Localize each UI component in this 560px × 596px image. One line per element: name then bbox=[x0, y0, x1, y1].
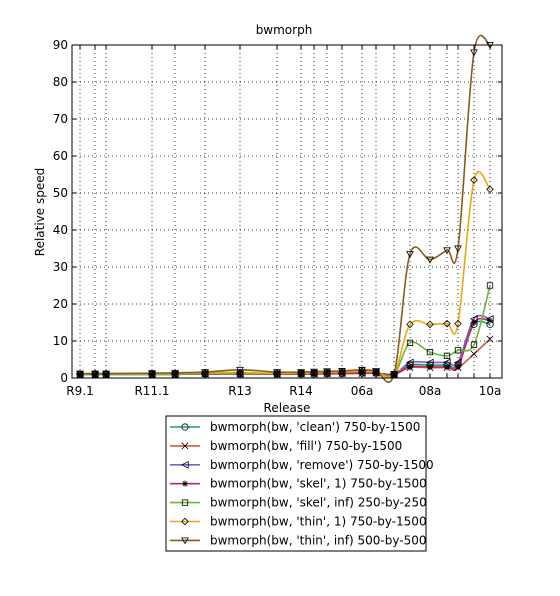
x-tick-label: R9.1 bbox=[66, 384, 93, 398]
y-tick-label: 20 bbox=[53, 297, 68, 311]
legend-label: bwmorph(bw, 'thin', 1) 750-by-1500 bbox=[210, 515, 427, 529]
legend-marker bbox=[181, 517, 189, 526]
series-5-point bbox=[454, 347, 462, 354]
y-axis-ticks: 0 10 20 30 40 50 60 70 80 90 bbox=[53, 38, 502, 385]
legend-label: bwmorph(bw, 'thin', inf) 500-by-500 bbox=[210, 533, 426, 547]
legend-label: bwmorph(bw, 'fill') 750-by-1500 bbox=[210, 439, 402, 453]
legend-label: bwmorph(bw, 'skel', 1) 750-by-1500 bbox=[210, 477, 427, 491]
series-6-point bbox=[426, 320, 434, 329]
series-7-point bbox=[454, 245, 462, 253]
series-7-point bbox=[310, 368, 318, 376]
series-5-point bbox=[443, 352, 451, 359]
series-4-point bbox=[310, 370, 318, 378]
series-7-point bbox=[426, 256, 434, 264]
y-tick-label: 90 bbox=[53, 38, 68, 52]
series-7-point bbox=[470, 49, 478, 57]
series-2-point bbox=[486, 335, 494, 343]
legend-marker bbox=[181, 442, 189, 450]
series-4-point bbox=[201, 370, 209, 378]
series-5-point bbox=[486, 282, 494, 289]
y-tick-label: 60 bbox=[53, 149, 68, 163]
y-tick-label: 40 bbox=[53, 223, 68, 237]
series-line-7 bbox=[80, 34, 491, 383]
series-7-point bbox=[171, 369, 179, 377]
series-7-point bbox=[273, 369, 281, 377]
series-4-point bbox=[470, 319, 478, 326]
legend-items: bwmorph(bw, 'clean') 750-by-1500 bwmorph(… bbox=[170, 420, 434, 547]
series-5-point bbox=[426, 348, 434, 356]
series-6-point bbox=[470, 176, 478, 184]
series-4-point bbox=[426, 363, 434, 371]
legend: bwmorph(bw, 'clean') 750-by-1500 bwmorph(… bbox=[165, 415, 434, 552]
y-tick-label: 70 bbox=[53, 112, 68, 126]
x-tick-label: 08a bbox=[419, 384, 442, 398]
series-7-point bbox=[236, 366, 244, 374]
series-7-point bbox=[338, 368, 346, 375]
y-tick-label: 10 bbox=[53, 334, 68, 348]
y-tick-label: 0 bbox=[60, 371, 68, 385]
x-axis-title: Release bbox=[264, 401, 311, 415]
x-tick-label: 06a bbox=[351, 384, 374, 398]
series-4-point bbox=[443, 363, 451, 371]
series-4-point bbox=[297, 370, 305, 378]
series-7-point bbox=[443, 247, 451, 255]
series-6-point bbox=[406, 320, 414, 329]
x-tick-label: R13 bbox=[228, 384, 252, 398]
series-4-point bbox=[273, 370, 281, 378]
series-7-point bbox=[358, 366, 366, 374]
plot-area: 0 10 20 30 40 50 60 70 80 90 R9.1 R11.1 R13 R14 06a 08… bbox=[53, 34, 503, 398]
y-tick-label: 30 bbox=[53, 260, 68, 274]
series-4-point bbox=[372, 369, 380, 377]
series-7-point bbox=[297, 369, 305, 377]
series-4-point bbox=[406, 363, 414, 371]
series-6-point bbox=[486, 185, 494, 194]
series-7-point bbox=[148, 370, 156, 378]
series-7-point bbox=[390, 371, 398, 379]
y-tick-label: 50 bbox=[53, 186, 68, 200]
legend-marker bbox=[181, 537, 189, 545]
series-6-point bbox=[443, 319, 451, 328]
series-7-point bbox=[76, 370, 84, 378]
series-5-point bbox=[470, 341, 478, 348]
plot-frame bbox=[72, 45, 502, 378]
x-tick-label: 10a bbox=[479, 384, 502, 398]
legend-marker bbox=[181, 499, 189, 506]
series-2-point bbox=[470, 350, 478, 358]
legend-marker bbox=[181, 423, 189, 431]
x-tick-label: R11.1 bbox=[134, 384, 169, 398]
series-4-point bbox=[323, 370, 331, 377]
x-axis-ticks: R9.1 R11.1 R13 R14 06a 08a 10a bbox=[66, 45, 501, 398]
series-4-point bbox=[454, 363, 462, 371]
series-4-point bbox=[236, 370, 244, 378]
plot-border bbox=[71, 44, 503, 379]
series-6-point bbox=[454, 319, 462, 328]
y-axis-title: Relative speed bbox=[33, 168, 47, 256]
series-5-point bbox=[406, 339, 414, 346]
legend-marker bbox=[181, 480, 189, 487]
y-tick-label: 80 bbox=[53, 75, 68, 89]
series-7-point bbox=[323, 368, 331, 376]
legend-box bbox=[165, 415, 427, 552]
legend-label: bwmorph(bw, 'skel', inf) 250-by-250 bbox=[210, 496, 427, 510]
series-7-point bbox=[372, 368, 380, 375]
series-7-point bbox=[406, 251, 414, 259]
chart-title: bwmorph bbox=[256, 23, 313, 37]
series-7-point bbox=[91, 370, 99, 378]
series-7-point bbox=[102, 370, 110, 378]
legend-label: bwmorph(bw, 'clean') 750-by-1500 bbox=[210, 420, 420, 434]
series-4-point bbox=[486, 317, 494, 324]
legend-marker bbox=[180, 460, 189, 469]
series-7-point bbox=[201, 369, 209, 377]
x-tick-label: R14 bbox=[289, 384, 313, 398]
legend-label: bwmorph(bw, 'remove') 750-by-1500 bbox=[210, 458, 434, 472]
